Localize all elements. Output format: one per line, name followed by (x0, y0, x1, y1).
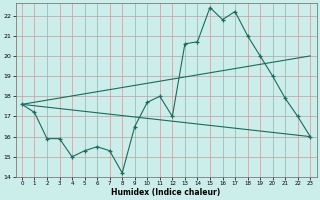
X-axis label: Humidex (Indice chaleur): Humidex (Indice chaleur) (111, 188, 221, 197)
